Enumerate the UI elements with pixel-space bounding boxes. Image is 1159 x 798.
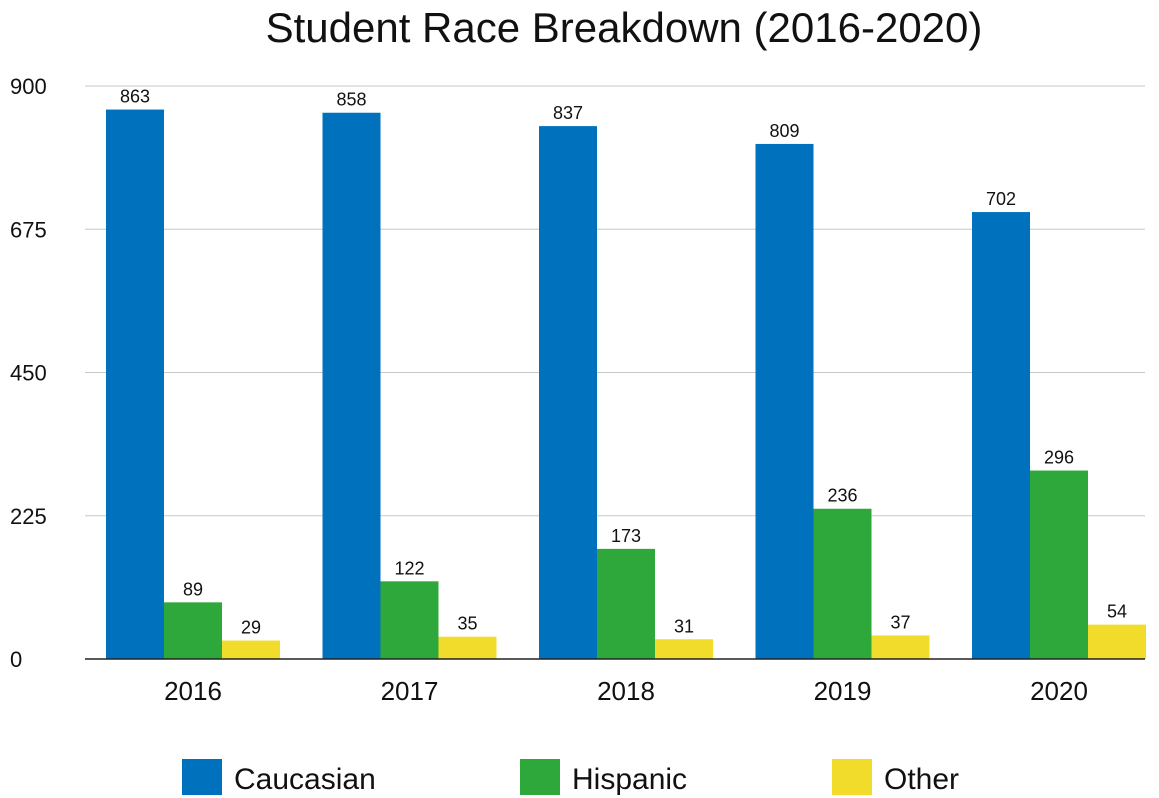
gridlines bbox=[85, 85, 1145, 517]
legend-swatch-caucasian bbox=[182, 759, 222, 795]
bar-hispanic-2019 bbox=[813, 508, 872, 659]
y-tick-label: 225 bbox=[10, 504, 47, 529]
bar-hispanic-2020 bbox=[1030, 470, 1088, 659]
data-labels: 863 89 29 858 122 35 837 173 31 809 236 37 702 296 54 bbox=[120, 87, 1127, 638]
x-axis-categories: 2016 2017 2018 2019 2020 bbox=[164, 676, 1088, 706]
chart-title: Student Race Breakdown (2016-2020) bbox=[266, 4, 983, 51]
bar-caucasian-2020 bbox=[972, 212, 1030, 659]
bar-caucasian-2017 bbox=[322, 112, 381, 660]
bar-other-2017 bbox=[438, 636, 497, 659]
bar-hispanic-2016 bbox=[164, 602, 222, 659]
data-label-caucasian-2019: 809 bbox=[769, 121, 799, 141]
bar-other-2020 bbox=[1088, 624, 1146, 659]
legend: Caucasian Hispanic Other bbox=[182, 759, 959, 796]
data-label-hispanic-2016: 89 bbox=[183, 579, 203, 599]
bar-hispanic-2018 bbox=[597, 548, 655, 659]
y-tick-label: 900 bbox=[10, 74, 47, 99]
legend-swatch-other bbox=[832, 759, 872, 795]
y-tick-label: 0 bbox=[10, 647, 22, 672]
data-label-other-2018: 31 bbox=[674, 616, 694, 636]
data-label-caucasian-2017: 858 bbox=[336, 90, 366, 110]
bars bbox=[106, 109, 1146, 660]
data-label-caucasian-2020: 702 bbox=[986, 189, 1016, 209]
y-tick-label: 450 bbox=[10, 361, 47, 386]
y-tick-label: 675 bbox=[10, 217, 47, 242]
x-tick-label-2019: 2019 bbox=[814, 676, 872, 706]
y-axis-ticks: 0 225 450 675 900 bbox=[10, 74, 47, 672]
data-label-hispanic-2020: 296 bbox=[1044, 448, 1074, 468]
legend-label-other: Other bbox=[884, 763, 959, 796]
legend-label-hispanic: Hispanic bbox=[572, 763, 687, 796]
data-label-hispanic-2018: 173 bbox=[611, 526, 641, 546]
x-tick-label-2020: 2020 bbox=[1030, 676, 1088, 706]
data-label-other-2019: 37 bbox=[890, 612, 910, 632]
bar-caucasian-2018 bbox=[539, 126, 597, 660]
data-label-caucasian-2018: 837 bbox=[553, 103, 583, 123]
data-label-hispanic-2019: 236 bbox=[827, 486, 857, 506]
data-label-other-2020: 54 bbox=[1107, 602, 1127, 622]
data-label-other-2016: 29 bbox=[241, 618, 261, 638]
bar-other-2016 bbox=[222, 640, 280, 659]
x-tick-label-2018: 2018 bbox=[597, 676, 655, 706]
bar-caucasian-2019 bbox=[755, 143, 814, 660]
bar-hispanic-2017 bbox=[380, 581, 439, 659]
legend-swatch-hispanic bbox=[520, 759, 560, 795]
x-tick-label-2016: 2016 bbox=[164, 676, 222, 706]
data-label-caucasian-2016: 863 bbox=[120, 87, 150, 107]
bar-other-2018 bbox=[655, 639, 713, 659]
bar-other-2019 bbox=[871, 635, 930, 659]
legend-label-caucasian: Caucasian bbox=[234, 763, 376, 796]
data-label-other-2017: 35 bbox=[457, 614, 477, 634]
x-tick-label-2017: 2017 bbox=[381, 676, 439, 706]
bar-caucasian-2016 bbox=[106, 109, 164, 660]
data-label-hispanic-2017: 122 bbox=[394, 558, 424, 578]
